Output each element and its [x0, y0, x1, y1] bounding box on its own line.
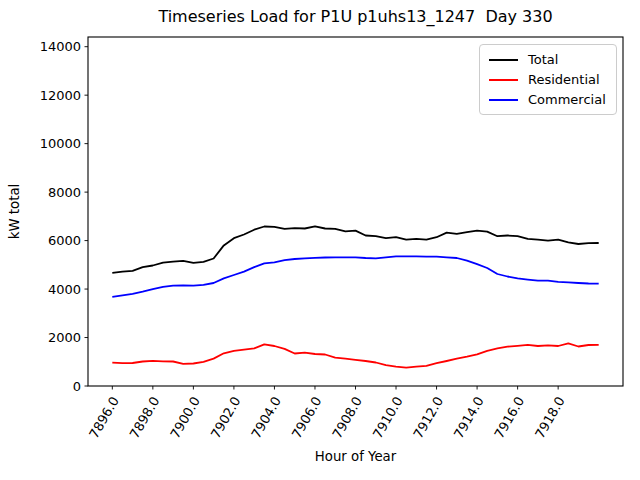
legend-entry-commercial: Commercial — [480, 90, 616, 110]
y-tick-label: 0 — [73, 379, 81, 394]
legend-label: Total — [528, 50, 558, 70]
y-tick-label: 12000 — [40, 88, 81, 103]
x-tick-label: 7904.0 — [248, 394, 284, 441]
x-tick-label: 7918.0 — [532, 394, 568, 441]
legend-entry-residential: Residential — [480, 70, 616, 90]
x-tick-label: 7912.0 — [410, 394, 446, 441]
x-tick-label: 7900.0 — [167, 394, 203, 441]
legend-entry-total: Total — [480, 50, 616, 70]
legend: Total Residential Commercial — [479, 44, 617, 115]
x-tick-label: 7914.0 — [451, 394, 487, 441]
x-tick-label: 7910.0 — [370, 394, 406, 441]
x-tick-label: 7898.0 — [127, 394, 163, 441]
y-tick-label: 6000 — [48, 233, 81, 248]
y-axis-label: kW total — [7, 37, 22, 386]
y-tick-label: 10000 — [40, 136, 81, 151]
x-tick-label: 7902.0 — [208, 394, 244, 441]
legend-line-swatch-residential — [489, 79, 518, 81]
y-tick-label: 14000 — [40, 39, 81, 54]
x-tick-label: 7916.0 — [491, 394, 527, 441]
legend-line-swatch-commercial — [489, 99, 518, 101]
line-residential — [112, 343, 598, 367]
x-axis: 7896.07898.07900.07902.07904.07906.07908… — [86, 386, 568, 441]
y-axis: 0 2000 4000 6000 8000 10000 12000 14000 — [40, 39, 88, 393]
y-tick-label: 2000 — [48, 330, 81, 345]
x-tick-label: 7908.0 — [329, 394, 365, 441]
chart-title: Timeseries Load for P1U p1uhs13_1247 Day… — [88, 7, 623, 26]
legend-label: Residential — [528, 70, 600, 90]
line-commercial — [112, 256, 598, 297]
legend-label: Commercial — [528, 90, 606, 110]
y-tick-label: 8000 — [48, 185, 81, 200]
x-axis-label: Hour of Year — [88, 449, 623, 464]
y-tick-label: 4000 — [48, 282, 81, 297]
x-tick-label: 7896.0 — [86, 394, 122, 441]
line-total — [112, 226, 598, 272]
x-tick-label: 7906.0 — [289, 394, 325, 441]
figure-canvas: 7896.07898.07900.07902.07904.07906.07908… — [0, 0, 640, 480]
legend-line-swatch-total — [489, 59, 518, 61]
